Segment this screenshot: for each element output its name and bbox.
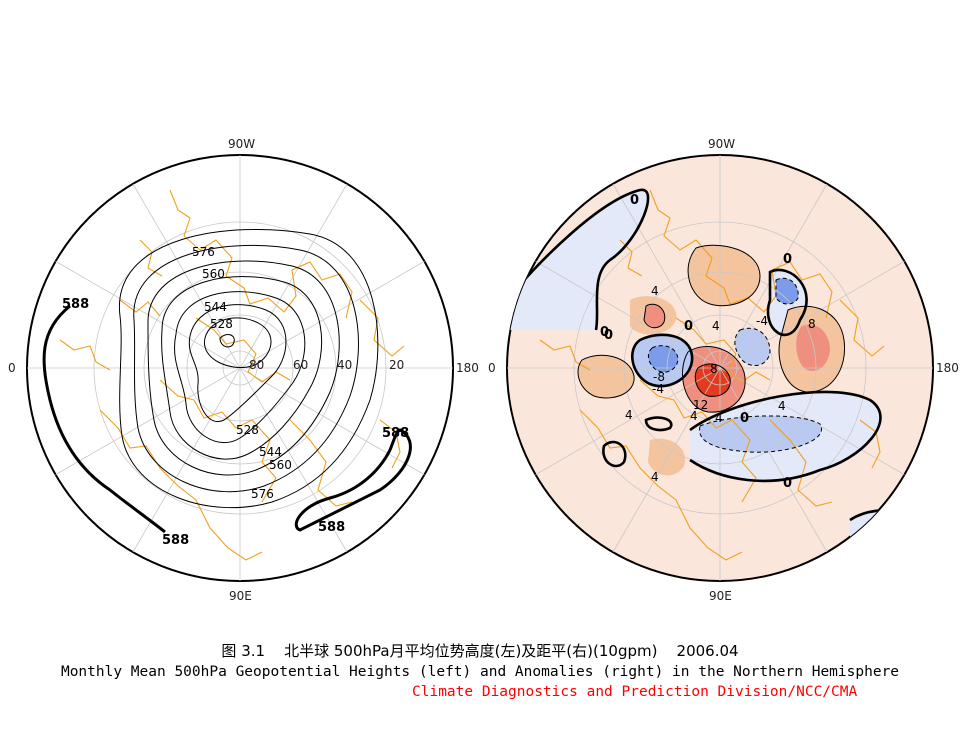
right-label-180: 180 (936, 361, 959, 375)
anomaly-label: 4 (651, 284, 659, 298)
negative-region (507, 189, 649, 330)
positive-contours (577, 244, 846, 413)
right-label-0: 0 (488, 361, 496, 375)
anomaly-label: 0 (604, 328, 613, 343)
left-588-contours (42, 304, 412, 534)
caption-english: Monthly Mean 500hPa Geopotential Heights… (60, 664, 900, 680)
left-contour-label: 560 (269, 458, 292, 472)
positive-region (688, 245, 760, 306)
positive-region (796, 324, 830, 372)
left-label-90e: 90E (229, 589, 252, 603)
anomaly-label: 4 (625, 408, 633, 422)
positive-region (648, 438, 686, 476)
anomaly-label: 0 (783, 476, 792, 491)
anomaly-label: 4 (715, 411, 723, 425)
right-contour-labels: 0 0 0 0 0 0 0 4 4 -4 8 -8 -4 8 12 4 4 4 … (600, 193, 816, 491)
left-lat-label-40: 40 (337, 358, 352, 372)
left-contour-label: 528 (236, 423, 259, 437)
right-map-panel: 90W 0 180 90E 0 0 0 0 0 0 0 4 4 -4 8 -8 … (488, 137, 959, 603)
anomaly-label: 4 (651, 470, 659, 484)
anomaly-label: 4 (690, 409, 698, 423)
anomaly-label: 0 (600, 325, 609, 340)
left-lat-label-80: 80 (249, 358, 264, 372)
left-height-contours (119, 229, 379, 509)
left-axis-labels: 90W 0 180 90E 80 60 40 20 (8, 137, 479, 603)
positive-region (644, 304, 665, 328)
anomaly-label: -8 (653, 370, 665, 384)
left-contour-label: 576 (251, 487, 274, 501)
left-lat-label-60: 60 (293, 358, 308, 372)
negative-contours (647, 277, 823, 453)
anomaly-label: -4 (756, 314, 768, 328)
left-contour-label: 560 (202, 267, 225, 281)
anomaly-label: -4 (652, 382, 664, 396)
anomaly-label: 8 (710, 362, 718, 376)
figure-date: 2006.04 (676, 642, 739, 660)
anomaly-label: 0 (783, 252, 792, 267)
left-contour-label-588: 588 (62, 297, 89, 312)
left-contour-label-588: 588 (162, 533, 189, 548)
right-label-90e: 90E (709, 589, 732, 603)
left-contour-labels: 576 560 544 528 528 544 560 576 588 588 … (62, 245, 409, 548)
negative-region (648, 345, 678, 373)
anomaly-label: 0 (740, 411, 749, 426)
negative-region (776, 278, 799, 304)
left-map-panel: 90W 0 180 90E 80 60 40 20 576 560 544 52… (8, 137, 479, 603)
anomaly-label: 0 (684, 319, 693, 334)
left-contour-label-588: 588 (318, 520, 345, 535)
anomaly-label: 4 (778, 399, 786, 413)
figure-number: 图 3.1 (221, 642, 266, 660)
anomaly-label: 4 (712, 319, 720, 333)
positive-region (578, 355, 635, 398)
right-coastlines (539, 189, 885, 561)
negative-region (850, 510, 933, 581)
left-label-180: 180 (456, 361, 479, 375)
negative-region (734, 328, 770, 366)
left-coastlines (59, 189, 405, 561)
caption-chinese: 图 3.1 北半球 500hPa月平均位势高度(左)及距平(右)(10gpm) … (0, 640, 960, 661)
figure-title-cn: 北半球 500hPa月平均位势高度(左)及距平(右)(10gpm) (284, 642, 658, 660)
caption-credit: Climate Diagnostics and Prediction Divis… (412, 684, 858, 700)
left-label-90w: 90W (228, 137, 255, 151)
left-contour-label: 544 (204, 300, 227, 314)
left-contour-label: 544 (259, 445, 282, 459)
right-label-90w: 90W (708, 137, 735, 151)
left-contour-label: 576 (192, 245, 215, 259)
anomaly-label: 12 (693, 398, 708, 412)
left-label-0: 0 (8, 361, 16, 375)
anomaly-label: 0 (630, 193, 639, 208)
negative-region (699, 415, 822, 453)
left-contour-label: 528 (210, 317, 233, 331)
left-contour-label-588: 588 (382, 426, 409, 441)
left-lat-label-20: 20 (389, 358, 404, 372)
right-axis-labels: 90W 0 180 90E (488, 137, 959, 603)
anomaly-label: 8 (808, 317, 816, 331)
